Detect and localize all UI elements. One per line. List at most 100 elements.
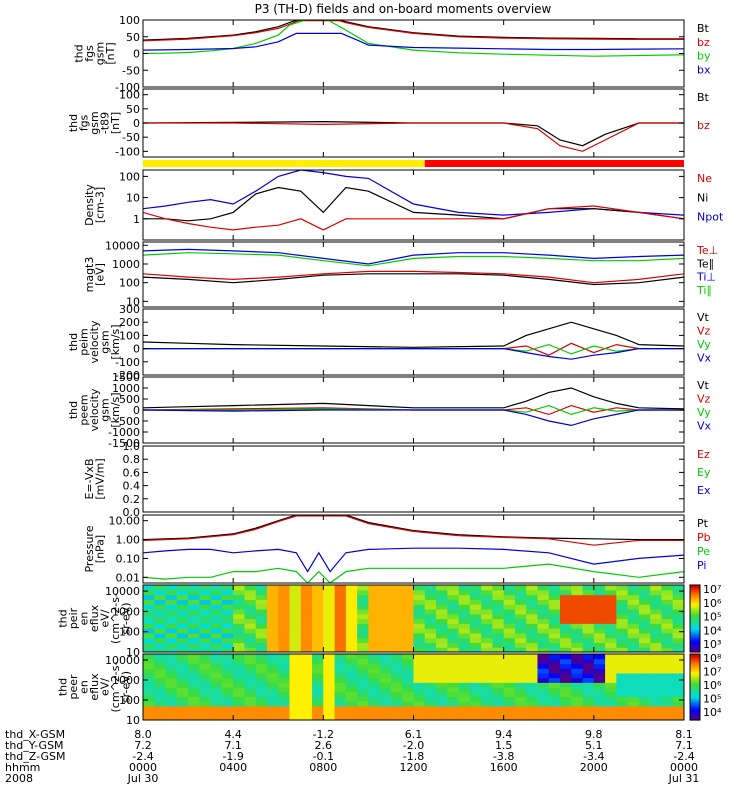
bottom-value: -0.1 xyxy=(313,750,334,763)
heatmap-cell xyxy=(255,663,268,669)
heatmap-cell xyxy=(413,654,426,660)
colorbar-swatch xyxy=(690,602,700,606)
heatmap-cell xyxy=(481,715,493,720)
heatmap-cell xyxy=(616,654,629,660)
heatmap-cell xyxy=(638,701,651,707)
heatmap-cell xyxy=(368,710,381,716)
y-axis-label: (cm^2-s- xyxy=(109,593,122,644)
heatmap-cell xyxy=(221,715,234,720)
series-group-peir_velocity xyxy=(143,321,684,360)
heatmap-cell xyxy=(616,677,629,683)
heatmap-cell xyxy=(514,668,527,674)
heatmap-cell xyxy=(323,594,336,600)
legend-entry-Pe: Pe xyxy=(697,545,710,558)
heatmap-cell xyxy=(357,705,370,712)
heatmap-cell xyxy=(650,594,663,600)
heatmap-cell xyxy=(560,628,572,634)
heatmap-cell xyxy=(672,632,684,639)
legend-entry-Vy: Vy xyxy=(697,338,711,351)
heatmap-cell xyxy=(650,599,663,605)
heatmap-cell xyxy=(436,594,448,600)
heatmap-cell xyxy=(492,632,505,639)
heatmap-cell xyxy=(266,632,279,639)
heatmap-cell xyxy=(199,701,212,707)
heatmap-cell xyxy=(661,663,674,669)
heatmap-cell xyxy=(469,701,482,707)
heatmap-cell xyxy=(571,701,584,707)
heatmap-cell xyxy=(560,715,572,720)
heatmap-cell xyxy=(402,705,415,712)
heatmap-cell xyxy=(143,589,155,596)
heatmap-cell xyxy=(221,647,234,652)
heatmap-cell xyxy=(244,599,257,605)
heatmap-cell xyxy=(143,682,155,688)
heatmap-cell xyxy=(548,668,561,674)
heatmap-cell xyxy=(424,647,437,652)
heatmap-cell xyxy=(357,594,370,600)
heatmap-cell xyxy=(469,594,482,600)
heatmap-cell xyxy=(255,608,268,615)
heatmap-cell xyxy=(379,589,392,596)
heatmap-cell xyxy=(481,654,493,660)
heatmap-cell xyxy=(176,672,189,679)
heatmap-cell xyxy=(514,594,527,600)
heatmap-cell xyxy=(345,672,358,679)
heatmap-cell xyxy=(357,642,370,648)
heatmap-cell xyxy=(390,701,403,707)
heatmap-cell xyxy=(379,701,392,707)
heatmap-cell xyxy=(221,585,234,591)
heatmap-cell xyxy=(334,608,347,615)
heatmap-cell xyxy=(390,677,403,683)
heatmap-cell xyxy=(165,608,178,615)
heatmap-cell xyxy=(571,672,584,679)
heatmap-cell xyxy=(537,691,550,698)
heatmap-cell xyxy=(154,604,167,610)
heatmap-cell xyxy=(650,687,663,693)
colorbar-swatch xyxy=(690,607,700,611)
heatmap-cell xyxy=(571,613,584,620)
heatmap-cell xyxy=(582,585,595,591)
heatmap-cell xyxy=(672,691,684,698)
heatmap-cell xyxy=(627,663,640,669)
heatmap-cell xyxy=(560,604,572,610)
bottom-value: 8.1 xyxy=(675,728,693,741)
heatmap-cell xyxy=(244,585,257,591)
colorbar-swatch xyxy=(690,625,700,629)
heatmap-cell xyxy=(560,701,572,707)
heatmap-cell xyxy=(672,682,684,688)
heatmap-cell xyxy=(255,715,268,720)
heatmap-cell xyxy=(210,672,223,679)
heatmap-cell xyxy=(323,672,336,679)
heatmap-cell xyxy=(469,632,482,639)
heatmap-cell xyxy=(436,677,448,683)
colorbar-swatch xyxy=(690,609,700,613)
bottom-value: -1.8 xyxy=(403,750,424,763)
heatmap-cell xyxy=(582,696,595,702)
heatmap-cell xyxy=(402,628,415,634)
heatmap-cell xyxy=(143,701,155,707)
heatmap-cell xyxy=(526,701,539,707)
bottom-value: -2.0 xyxy=(403,739,424,752)
bottom-value: -2.4 xyxy=(132,750,153,763)
heatmap-cell xyxy=(199,585,212,591)
heatmap-cell xyxy=(560,637,572,644)
colorbar-swatch xyxy=(690,693,700,697)
heatmap-cell xyxy=(188,710,200,716)
colorbar-label: 10⁶ xyxy=(703,679,722,692)
heatmap-cell xyxy=(650,672,663,679)
heatmap-cell xyxy=(424,672,437,679)
heatmap-cell xyxy=(616,594,629,600)
y-axis-label: peim xyxy=(78,328,91,356)
heatmap-cell xyxy=(379,594,392,600)
heatmap-cell xyxy=(548,642,561,648)
heatmap-cell xyxy=(390,628,403,634)
y-axis-label: en xyxy=(78,612,91,626)
series-pressure-Pb xyxy=(143,515,684,546)
heatmap-cell xyxy=(469,585,482,591)
heatmap-cell xyxy=(221,658,234,665)
heatmap-cell xyxy=(458,642,471,648)
heatmap-cell xyxy=(266,701,279,707)
heatmap-cell xyxy=(582,642,595,648)
heatmap-cell xyxy=(638,585,651,591)
heatmap-cell xyxy=(289,613,302,620)
